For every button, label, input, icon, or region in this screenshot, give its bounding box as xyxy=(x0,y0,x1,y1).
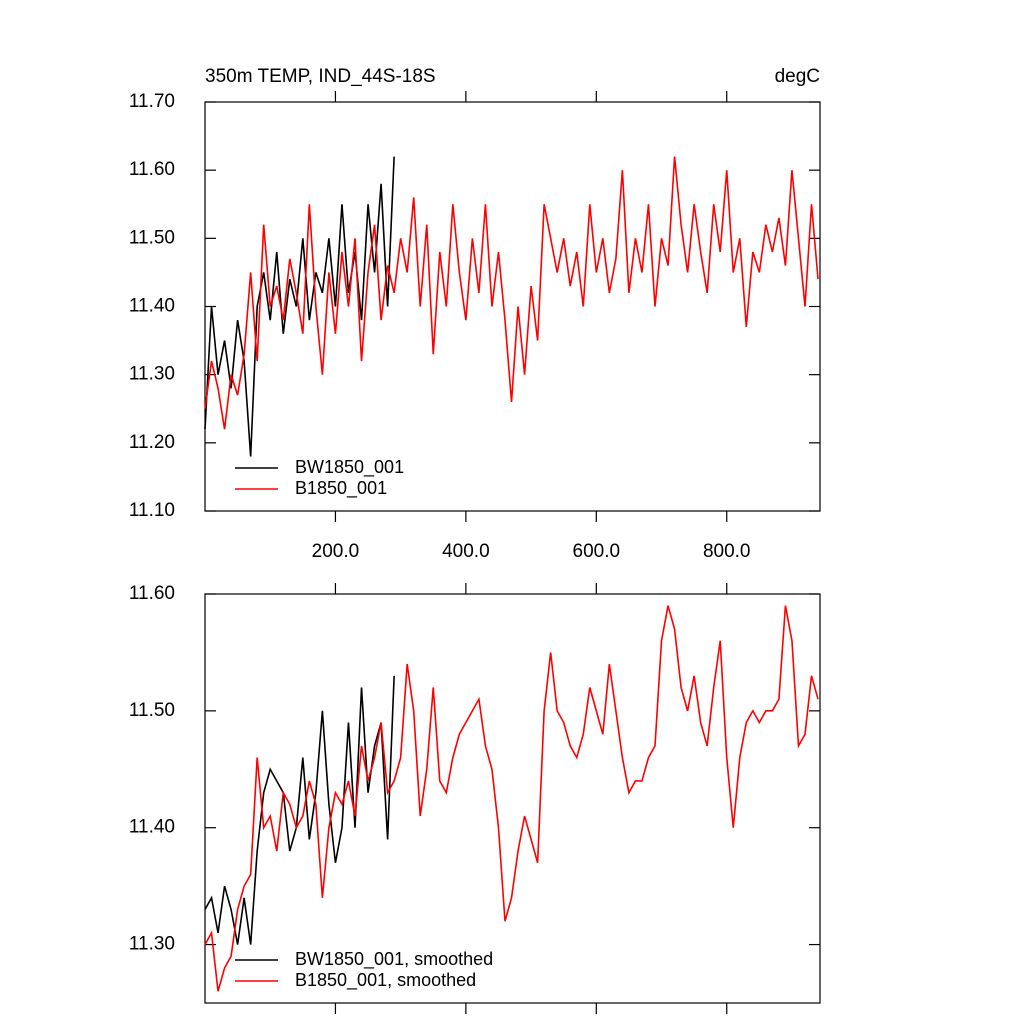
data-line xyxy=(204,156,395,457)
data-line xyxy=(204,156,819,430)
chart-title: 350m TEMP, IND_44S-18S xyxy=(205,66,436,87)
y-tick-label: 11.20 xyxy=(129,432,175,453)
y-tick-label: 11.30 xyxy=(129,364,175,385)
data-line xyxy=(204,675,395,945)
y-tick-label: 11.70 xyxy=(129,91,175,112)
legend-label: B1850_001 xyxy=(295,478,387,499)
x-tick-label: 400.0 xyxy=(442,541,490,562)
plot-frame xyxy=(204,593,821,1004)
legend-label: B1850_001, smoothed xyxy=(295,970,476,991)
y-tick-label: 11.60 xyxy=(129,159,175,180)
legend-label: BW1850_001, smoothed xyxy=(295,949,493,970)
data-line xyxy=(204,605,819,992)
y-tick-label: 11.50 xyxy=(129,227,175,248)
y-tick-label: 11.40 xyxy=(129,817,175,838)
x-tick-label: 800.0 xyxy=(703,541,751,562)
y-tick-label: 11.40 xyxy=(129,296,175,317)
units-label: degC xyxy=(775,66,820,87)
x-tick-label: 600.0 xyxy=(573,541,621,562)
y-tick-label: 11.10 xyxy=(129,500,175,521)
x-tick-label: 200.0 xyxy=(312,541,360,562)
y-tick-label: 11.30 xyxy=(129,934,175,955)
y-tick-label: 11.60 xyxy=(129,583,175,604)
legend-label: BW1850_001 xyxy=(295,457,404,478)
y-tick-label: 11.50 xyxy=(129,700,175,721)
plot-frame xyxy=(204,101,821,512)
